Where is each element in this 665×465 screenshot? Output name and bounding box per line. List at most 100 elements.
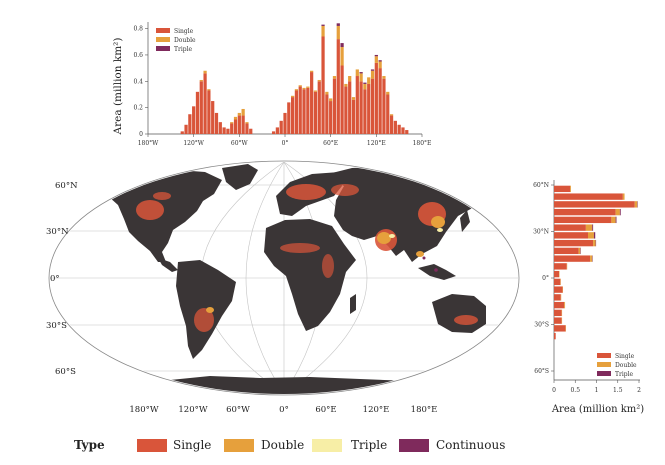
top-bar-double [355,69,359,77]
top-bar-single [287,102,291,134]
right-bar-single [554,201,635,208]
right-x-tick-label: 0.5 [570,387,580,394]
top-bar-single [184,124,188,134]
top-bar-single [237,115,241,134]
top-bar-single [348,81,352,134]
top-bar-double [310,70,314,73]
right-chart-x-ticks: 0 0.5 1 1.5 2 [552,380,641,394]
continuous-mekong [422,256,426,260]
top-bar-single [386,94,390,134]
right-legend-label-triple: Triple [615,371,634,378]
top-bar-single [192,106,196,134]
top-bar-single [378,68,382,134]
right-x-tick-label: 1.5 [613,387,623,394]
triple-yangtze [437,228,443,232]
top-bar-double [199,79,203,82]
top-x-tick-label: 180°W [138,140,159,147]
top-bar-single [370,78,375,134]
right-bar-single [554,193,623,200]
right-y-tick-label: 60°S [534,368,549,375]
right-bar-single [554,325,566,332]
top-bar-double [241,108,245,116]
top-chart-x-ticks: 180°W 120°W 60°W 0° 60°E 120°E 180°E [138,134,431,147]
right-bar-single [554,185,571,193]
top-bar-double [321,25,325,37]
top-bar-single [344,86,348,134]
type-legend-label-double: Double [261,438,304,452]
top-legend-label-double: Double [174,37,196,44]
top-bar-single [340,65,344,134]
right-bar-single [554,309,562,317]
top-chart-bars [180,23,409,135]
top-bar-single [188,114,192,134]
type-legend-label-triple: Triple [351,438,387,452]
right-bar-triple [592,224,594,231]
top-bar-single [207,90,211,134]
right-bar-single [554,232,588,239]
top-y-tick-label: 0.6 [133,52,143,59]
right-bar-single [554,286,563,293]
type-legend-title: Type [74,438,105,452]
top-bar-single [283,112,287,134]
top-y-tick-label: 0.2 [133,105,143,112]
top-chart-legend: Single Double Triple [156,28,196,53]
top-bar-single [298,86,302,134]
right-bar-single [554,278,561,286]
top-bar-triple [370,69,375,71]
top-bar-single [214,112,219,134]
right-bar-single [554,208,616,216]
top-bar-double [306,86,310,88]
right-y-tick-label: 30°S [534,322,549,329]
right-bar-double [634,201,638,208]
top-bar-single [329,101,333,134]
top-bar-single [405,130,409,134]
double-cropping-overlay [206,216,445,313]
right-bar-triple [619,208,621,216]
top-bar-single [279,120,283,134]
top-chart-ylabel: Area (million km²) [112,38,124,136]
double-brazil [206,307,214,313]
right-bar-double [585,224,593,231]
top-bar-triple [359,72,363,74]
top-bar-double [351,97,356,100]
right-chart-legend: Single Double Triple [597,353,637,378]
top-legend-label-single: Single [174,28,194,35]
top-bar-double [302,87,306,90]
top-legend-label-triple: Triple [174,46,193,53]
top-bar-double [203,70,207,74]
right-bar-double [578,247,581,255]
top-bar-single [218,122,222,134]
japan [460,210,470,232]
top-bar-single [306,87,310,134]
right-bar-double [588,232,594,239]
right-x-tick-label: 0 [552,387,556,394]
top-bar-double [237,112,241,116]
right-bar-single [554,332,556,340]
top-bar-triple [363,82,367,84]
top-bar-double [378,61,382,69]
hotspot-sahel [280,243,320,253]
top-bar-single [230,123,234,134]
right-bar-single [554,270,560,278]
top-bar-single [389,115,394,134]
lon-label-180e: 180°E [411,405,438,415]
lat-label-60s: 60°S [55,367,76,377]
top-legend-swatch-double [156,37,170,42]
top-bar-double [298,85,302,87]
top-bar-single [233,119,238,134]
top-bar-single [226,128,230,134]
hotspot-canada [153,192,171,200]
top-bar-triple [340,43,344,48]
top-bar-single [355,76,359,134]
top-bar-double [382,76,386,79]
right-x-tick-label: 1 [595,387,599,394]
top-x-tick-label: 0° [282,140,289,147]
top-bar-single [249,128,253,134]
top-bar-single [321,36,325,134]
type-legend-label-single: Single [173,438,211,452]
top-bar-double [344,83,348,87]
lon-label-60w: 60°W [226,405,250,415]
right-chart-xlabel: Area (million km²) [551,404,644,415]
top-bar-single [313,91,318,134]
hotspot-east-africa [322,254,334,278]
